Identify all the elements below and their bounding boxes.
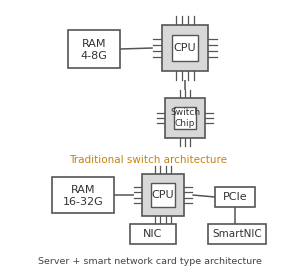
- Bar: [215, 187, 255, 207]
- Bar: [174, 107, 196, 129]
- Text: CPU: CPU: [174, 43, 196, 53]
- Text: RAM: RAM: [82, 39, 106, 49]
- Bar: [52, 177, 114, 213]
- Text: PCIe: PCIe: [223, 192, 247, 202]
- Text: Switch
Chip: Switch Chip: [170, 108, 200, 128]
- Bar: [172, 35, 198, 61]
- Text: NIC: NIC: [143, 229, 163, 239]
- Text: Server + smart network card type architecture: Server + smart network card type archite…: [38, 258, 262, 266]
- Text: 4-8G: 4-8G: [81, 51, 107, 61]
- Bar: [151, 183, 175, 207]
- Bar: [130, 224, 176, 244]
- Text: 16-32G: 16-32G: [63, 197, 104, 207]
- Text: SmartNIC: SmartNIC: [212, 229, 262, 239]
- Text: CPU: CPU: [152, 190, 174, 200]
- Bar: [162, 25, 208, 71]
- Text: RAM: RAM: [71, 185, 95, 195]
- Bar: [208, 224, 266, 244]
- Bar: [165, 98, 205, 138]
- Bar: [142, 174, 184, 216]
- Bar: [68, 30, 120, 68]
- Text: Traditional switch architecture: Traditional switch architecture: [69, 155, 227, 165]
